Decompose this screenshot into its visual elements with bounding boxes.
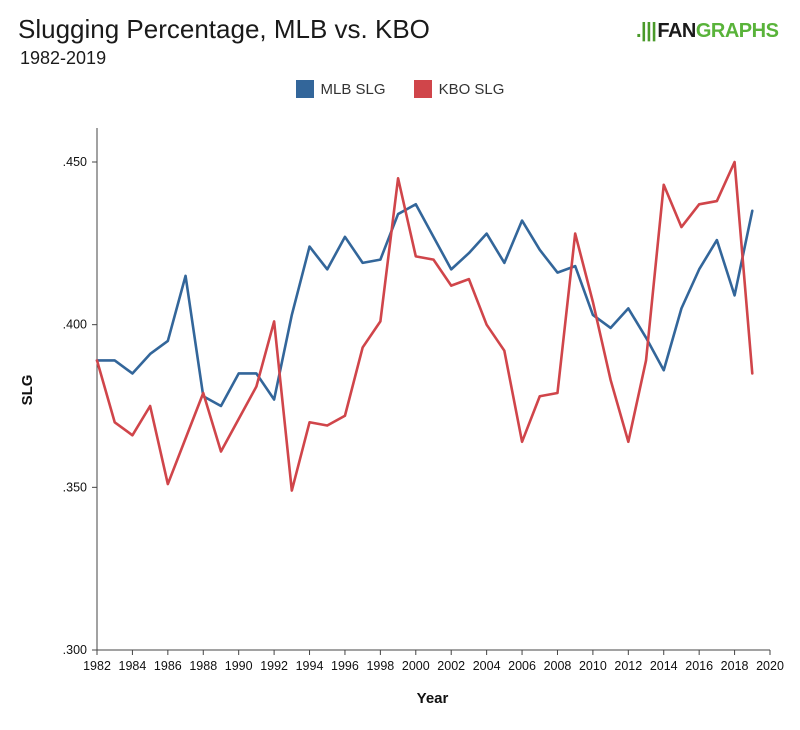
legend-item-mlb[interactable]: MLB SLG: [295, 80, 386, 98]
x-tick-label: 2010: [579, 659, 607, 673]
x-tick-label: 2020: [756, 659, 784, 673]
x-tick-label: 1982: [83, 659, 111, 673]
x-tick-label: 2004: [473, 659, 501, 673]
legend-label-kbo: KBO SLG: [438, 80, 505, 98]
x-tick-label: 2016: [685, 659, 713, 673]
x-tick-label: 1984: [119, 659, 147, 673]
legend-swatch-kbo: [413, 80, 432, 98]
y-axis-title: SLG: [19, 375, 36, 406]
chart-subtitle: 1982-2019: [20, 48, 107, 68]
fangraphs-logo-mark-icon: .|||: [636, 20, 657, 42]
x-tick-label: 2008: [544, 659, 572, 673]
x-tick-label: 2014: [650, 659, 678, 673]
x-axis-title: Year: [417, 690, 449, 707]
x-tick-label: 2002: [437, 659, 465, 673]
chart-legend: MLB SLG KBO SLG: [0, 80, 800, 98]
fangraphs-logo: .|||FANGRAPHS: [636, 20, 779, 43]
x-tick-label: 1992: [260, 659, 288, 673]
x-tick-label: 2006: [508, 659, 536, 673]
x-tick-label: 1990: [225, 659, 253, 673]
x-tick-label: 2012: [614, 659, 642, 673]
legend-label-mlb: MLB SLG: [320, 80, 386, 98]
x-tick-label: 1996: [331, 659, 359, 673]
series-line-mlb: [95, 202, 754, 408]
y-tick-label: .450: [63, 155, 87, 169]
y-tick-label: .400: [63, 318, 87, 332]
logo-text-fan: FAN: [657, 20, 696, 42]
logo-text-graphs: GRAPHS: [695, 20, 779, 42]
y-tick-label: .300: [63, 643, 87, 657]
x-tick-label: 2000: [402, 659, 430, 673]
x-tick-label: 2018: [721, 659, 749, 673]
x-tick-label: 1988: [189, 659, 217, 673]
series-line-kbo: [95, 160, 754, 492]
x-tick-label: 1998: [366, 659, 394, 673]
legend-swatch-mlb: [295, 80, 314, 98]
x-tick-label: 1994: [296, 659, 324, 673]
chart-title: Slugging Percentage, MLB vs. KBO: [18, 14, 430, 44]
y-tick-label: .350: [63, 480, 87, 494]
x-tick-label: 1986: [154, 659, 182, 673]
legend-item-kbo[interactable]: KBO SLG: [413, 80, 505, 98]
